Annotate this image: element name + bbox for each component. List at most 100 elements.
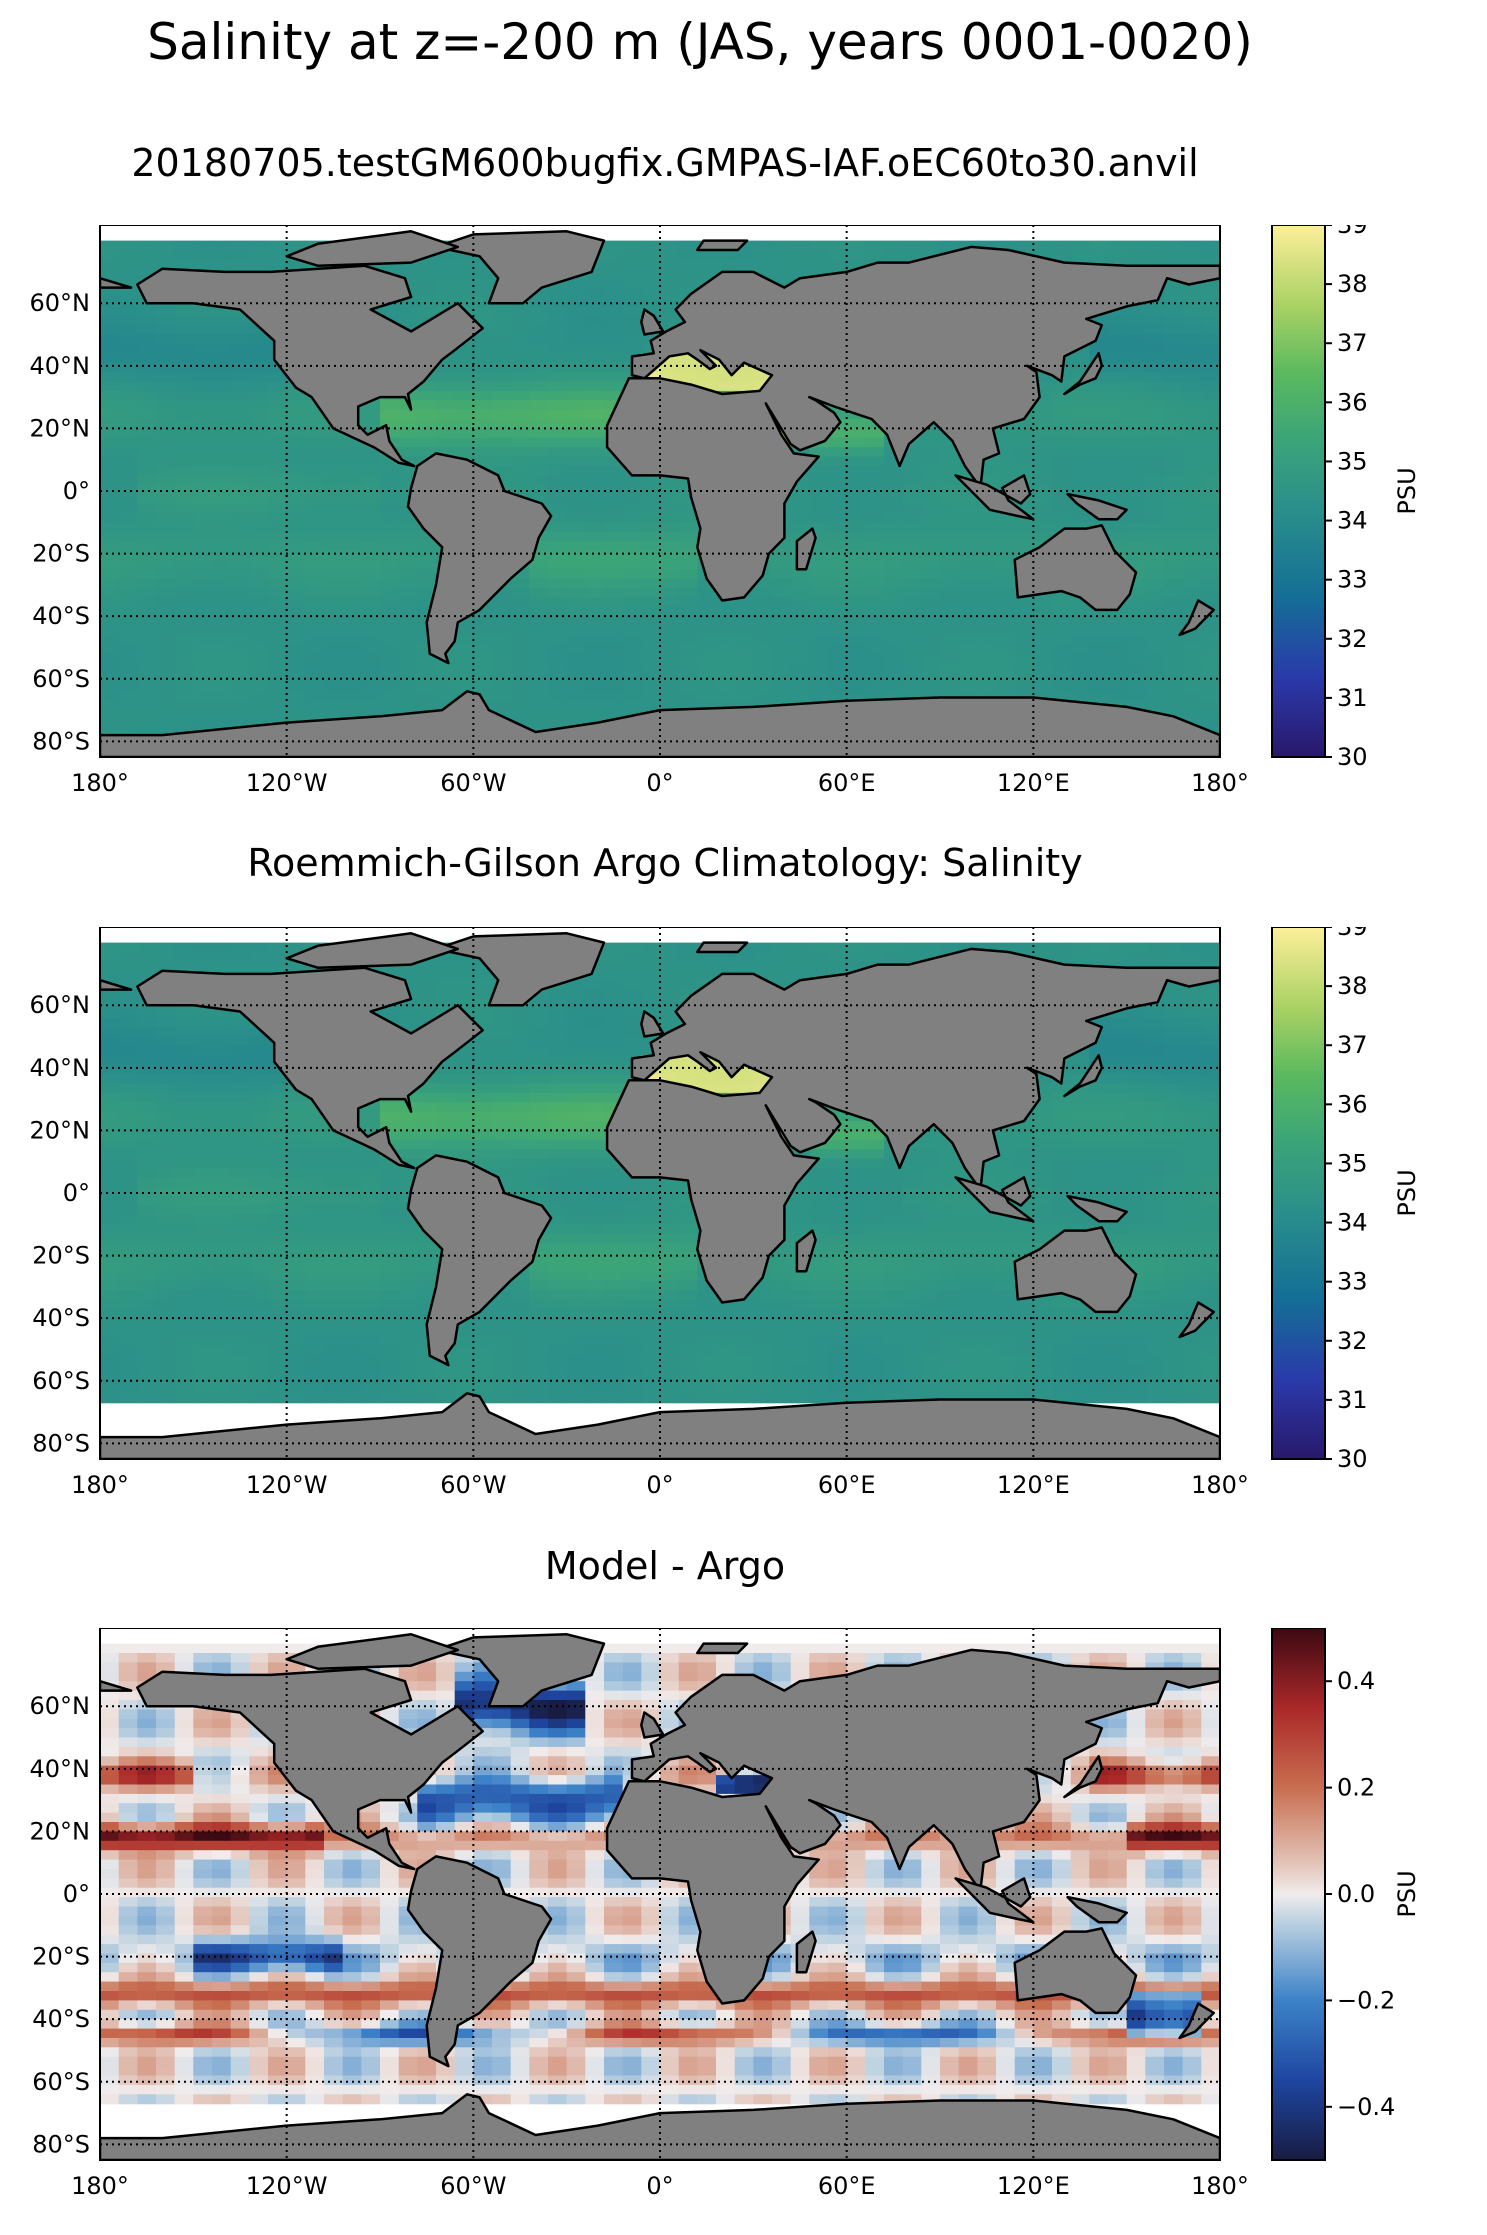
field-cell [286,672,306,683]
field-cell [342,447,362,458]
field-cell [1108,1149,1128,1160]
field-cell [1182,362,1202,373]
field-cell [268,240,288,251]
field-cell [548,381,568,392]
field-cell [156,597,176,608]
field-cell [585,1055,605,1066]
field-cell [268,606,288,617]
field-cell [305,1158,325,1169]
field-cell [380,1186,400,1197]
field-cell [977,569,997,580]
field-cell [921,1139,941,1150]
field-cell [1052,456,1072,467]
field-cell [286,691,306,702]
field-cell [249,597,269,608]
field-cell [846,250,866,260]
x-tick-label: 0° [646,769,673,797]
field-cell [566,512,586,523]
field-cell [212,1139,232,1150]
field-cell [1145,625,1165,636]
field-cell [380,503,400,514]
field-cell [473,635,493,645]
field-cell [809,625,829,636]
field-cell [529,353,549,364]
field-cell [342,578,362,589]
field-cell [1145,1186,1165,1197]
field-cell [174,409,194,420]
field-cell [1126,942,1146,953]
field-cell [193,606,213,617]
field-cell [1164,952,1184,962]
field-cell [305,1186,325,1197]
field-cell [454,343,474,354]
field-cell [996,644,1016,655]
field-cell [1201,409,1220,420]
field-cell [1070,691,1090,702]
field-cell [566,1149,586,1160]
field-cell [641,653,661,664]
field-cell [249,1177,269,1188]
field-cell [473,625,493,636]
field-cell [174,672,194,683]
field-cell [342,616,362,627]
field-cell [436,297,456,307]
field-cell [529,484,549,495]
field-cell [585,390,605,401]
field-cell [212,512,232,523]
field-cell [772,942,792,953]
field-cell [454,616,474,627]
field-cell [604,710,624,721]
field-cell [212,606,232,617]
field-cell [585,559,605,570]
field-cell [585,1158,605,1169]
field-cell [809,1177,829,1188]
field-cell [1201,343,1220,354]
field-cell [1145,1064,1165,1075]
field-cell [585,306,605,317]
field-cell [790,503,810,514]
field-cell [585,353,605,364]
field-cell [268,961,288,972]
field-cell [305,1149,325,1160]
field-cell [137,466,157,476]
field-cell [324,710,344,721]
field-cell [1052,250,1072,260]
field-cell [566,1158,586,1169]
field-cell [1126,681,1146,692]
field-cell [492,1102,512,1113]
field-cell [398,559,418,570]
field-cell [268,259,288,270]
field-cell [230,578,250,589]
field-cell [1052,437,1072,448]
field-cell [753,663,773,674]
field-cell [1145,522,1165,533]
field-cell [305,484,325,495]
field-cell [118,381,138,392]
field-cell [1033,1130,1053,1141]
field-cell [1089,616,1109,627]
field-cell [1145,700,1165,711]
field-cell [324,456,344,467]
field-cell [137,1102,157,1113]
field-cell [137,691,157,702]
field-cell [156,494,176,505]
field-cell [1033,447,1053,458]
field-cell [1126,1083,1146,1094]
field-cell [790,522,810,533]
field-cell [361,419,381,429]
field-cell [846,569,866,580]
field-cell [286,942,306,953]
field-cell [697,952,717,962]
field-cell [884,569,904,580]
field-cell [473,1064,493,1075]
field-cell [100,259,120,270]
field-cell [492,597,512,608]
field-cell [977,1177,997,1188]
field-cell [174,663,194,674]
field-cell [212,578,232,589]
field-cell [846,952,866,962]
field-cell [940,625,960,636]
field-cell [902,541,922,552]
field-cell [1126,1121,1146,1131]
field-cell [1164,681,1184,692]
